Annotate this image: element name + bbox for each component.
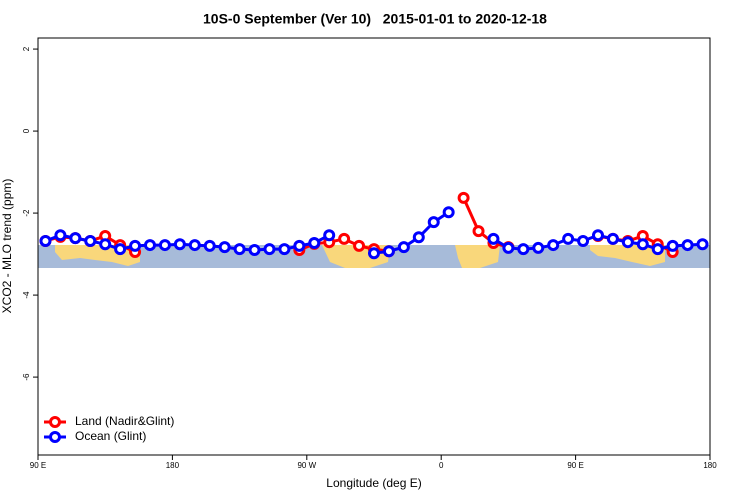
y-tick-label: -2 (22, 209, 31, 217)
plot-frame (37, 37, 711, 456)
chart-title: 10S-0 September (Ver 10) 2015-01-01 to 2… (203, 11, 547, 27)
y-axis-label: XCO2 - MLO trend (ppm) (0, 179, 14, 314)
data-point (621, 236, 634, 249)
data-point (681, 239, 694, 252)
data-point (457, 191, 470, 204)
data-point (412, 231, 425, 244)
legend-label: Land (Nadir&Glint) (75, 414, 174, 428)
data-point (203, 239, 216, 252)
data-point (502, 241, 515, 254)
data-point (248, 243, 261, 256)
data-point (397, 241, 410, 254)
data-point (577, 234, 590, 247)
data-point (532, 241, 545, 254)
x-tick-label: 180 (166, 461, 180, 470)
x-tick-label: 90 E (567, 461, 583, 470)
data-point (54, 229, 67, 242)
data-point (129, 239, 142, 252)
x-tick-label: 90 W (297, 461, 316, 470)
data-point (158, 239, 171, 252)
data-point (188, 239, 201, 252)
y-tick-label: -4 (22, 291, 31, 299)
data-point (592, 229, 604, 242)
y-tick-label: -6 (22, 373, 31, 381)
data-point (278, 243, 291, 256)
data-point (368, 247, 380, 260)
data-point (99, 238, 112, 251)
data-point (636, 238, 649, 251)
data-point (696, 238, 709, 251)
data-point (562, 232, 575, 245)
data-point (233, 243, 246, 256)
data-point (517, 243, 530, 256)
legend-marker (49, 431, 61, 443)
data-point (547, 239, 560, 252)
data-point (666, 239, 679, 252)
data-point (144, 239, 156, 252)
data-point (651, 243, 664, 256)
data-point (84, 234, 97, 247)
x-tick-label: 0 (439, 461, 444, 470)
y-tick-label: 0 (22, 128, 31, 133)
data-point (606, 232, 619, 245)
x-tick-label: 90 E (30, 461, 46, 470)
data-point (39, 234, 52, 247)
legend-label: Ocean (Glint) (75, 429, 146, 443)
data-point (382, 245, 395, 258)
data-point (472, 225, 485, 238)
x-axis-label: Longitude (deg E) (326, 476, 421, 490)
data-point (442, 206, 455, 219)
data-point (173, 238, 186, 251)
data-point (114, 243, 127, 256)
data-point (353, 239, 366, 252)
data-point (293, 239, 306, 252)
legend-marker (49, 416, 61, 428)
x-tick-label: 180 (703, 461, 717, 470)
data-point (427, 216, 440, 229)
data-point (308, 237, 321, 250)
data-point (323, 229, 336, 242)
data-point (338, 232, 351, 245)
data-point (218, 241, 231, 254)
data-point (69, 232, 82, 245)
y-tick-label: 2 (22, 46, 31, 51)
data-point (263, 243, 276, 256)
data-point (487, 232, 500, 245)
